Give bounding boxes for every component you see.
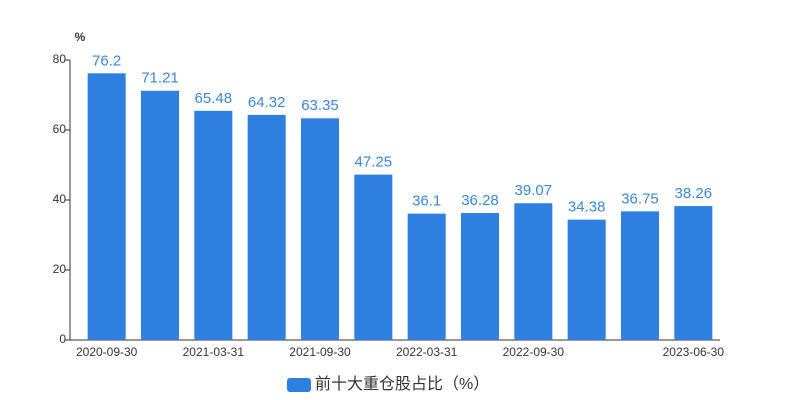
value-label: 65.48 bbox=[195, 90, 233, 107]
y-tick-label: 20 bbox=[53, 262, 67, 276]
value-label: 34.38 bbox=[568, 199, 606, 216]
x-tick-label: 2022-03-31 bbox=[396, 345, 458, 359]
bar bbox=[621, 211, 659, 340]
x-tick-label: 2020-09-30 bbox=[76, 345, 138, 359]
value-label: 36.1 bbox=[412, 193, 441, 210]
y-tick-label: 40 bbox=[53, 192, 67, 206]
value-label: 64.32 bbox=[248, 94, 286, 111]
bar bbox=[514, 203, 553, 340]
bar bbox=[141, 90, 179, 340]
x-tick-label: 2021-03-31 bbox=[183, 345, 245, 359]
value-label: 38.26 bbox=[675, 185, 713, 202]
legend-label: 前十大重仓股占比（%） bbox=[315, 375, 489, 393]
bar bbox=[461, 213, 499, 340]
value-label: 76.2 bbox=[92, 52, 121, 69]
value-label: 36.75 bbox=[621, 190, 659, 207]
y-tick-label: 80 bbox=[53, 52, 67, 66]
y-unit-label: % bbox=[75, 30, 86, 44]
x-tick-label: 2021-09-30 bbox=[289, 345, 351, 359]
value-label: 71.21 bbox=[141, 70, 179, 87]
y-tick-label: 60 bbox=[53, 122, 67, 136]
bar bbox=[87, 73, 126, 341]
value-label: 63.35 bbox=[301, 97, 339, 114]
x-tick-label: 2022-09-30 bbox=[503, 345, 565, 359]
y-tick-label: 0 bbox=[59, 332, 66, 346]
bar bbox=[674, 206, 713, 340]
bar bbox=[567, 219, 606, 340]
value-label: 36.28 bbox=[461, 192, 499, 209]
bar bbox=[407, 213, 446, 340]
bar bbox=[247, 114, 286, 340]
bar bbox=[354, 174, 393, 340]
value-label: 39.07 bbox=[515, 182, 553, 199]
x-tick-label: 2023-06-30 bbox=[663, 345, 725, 359]
value-label: 47.25 bbox=[355, 154, 393, 171]
bar bbox=[301, 118, 339, 341]
bar bbox=[194, 110, 233, 340]
legend-swatch bbox=[287, 378, 311, 392]
